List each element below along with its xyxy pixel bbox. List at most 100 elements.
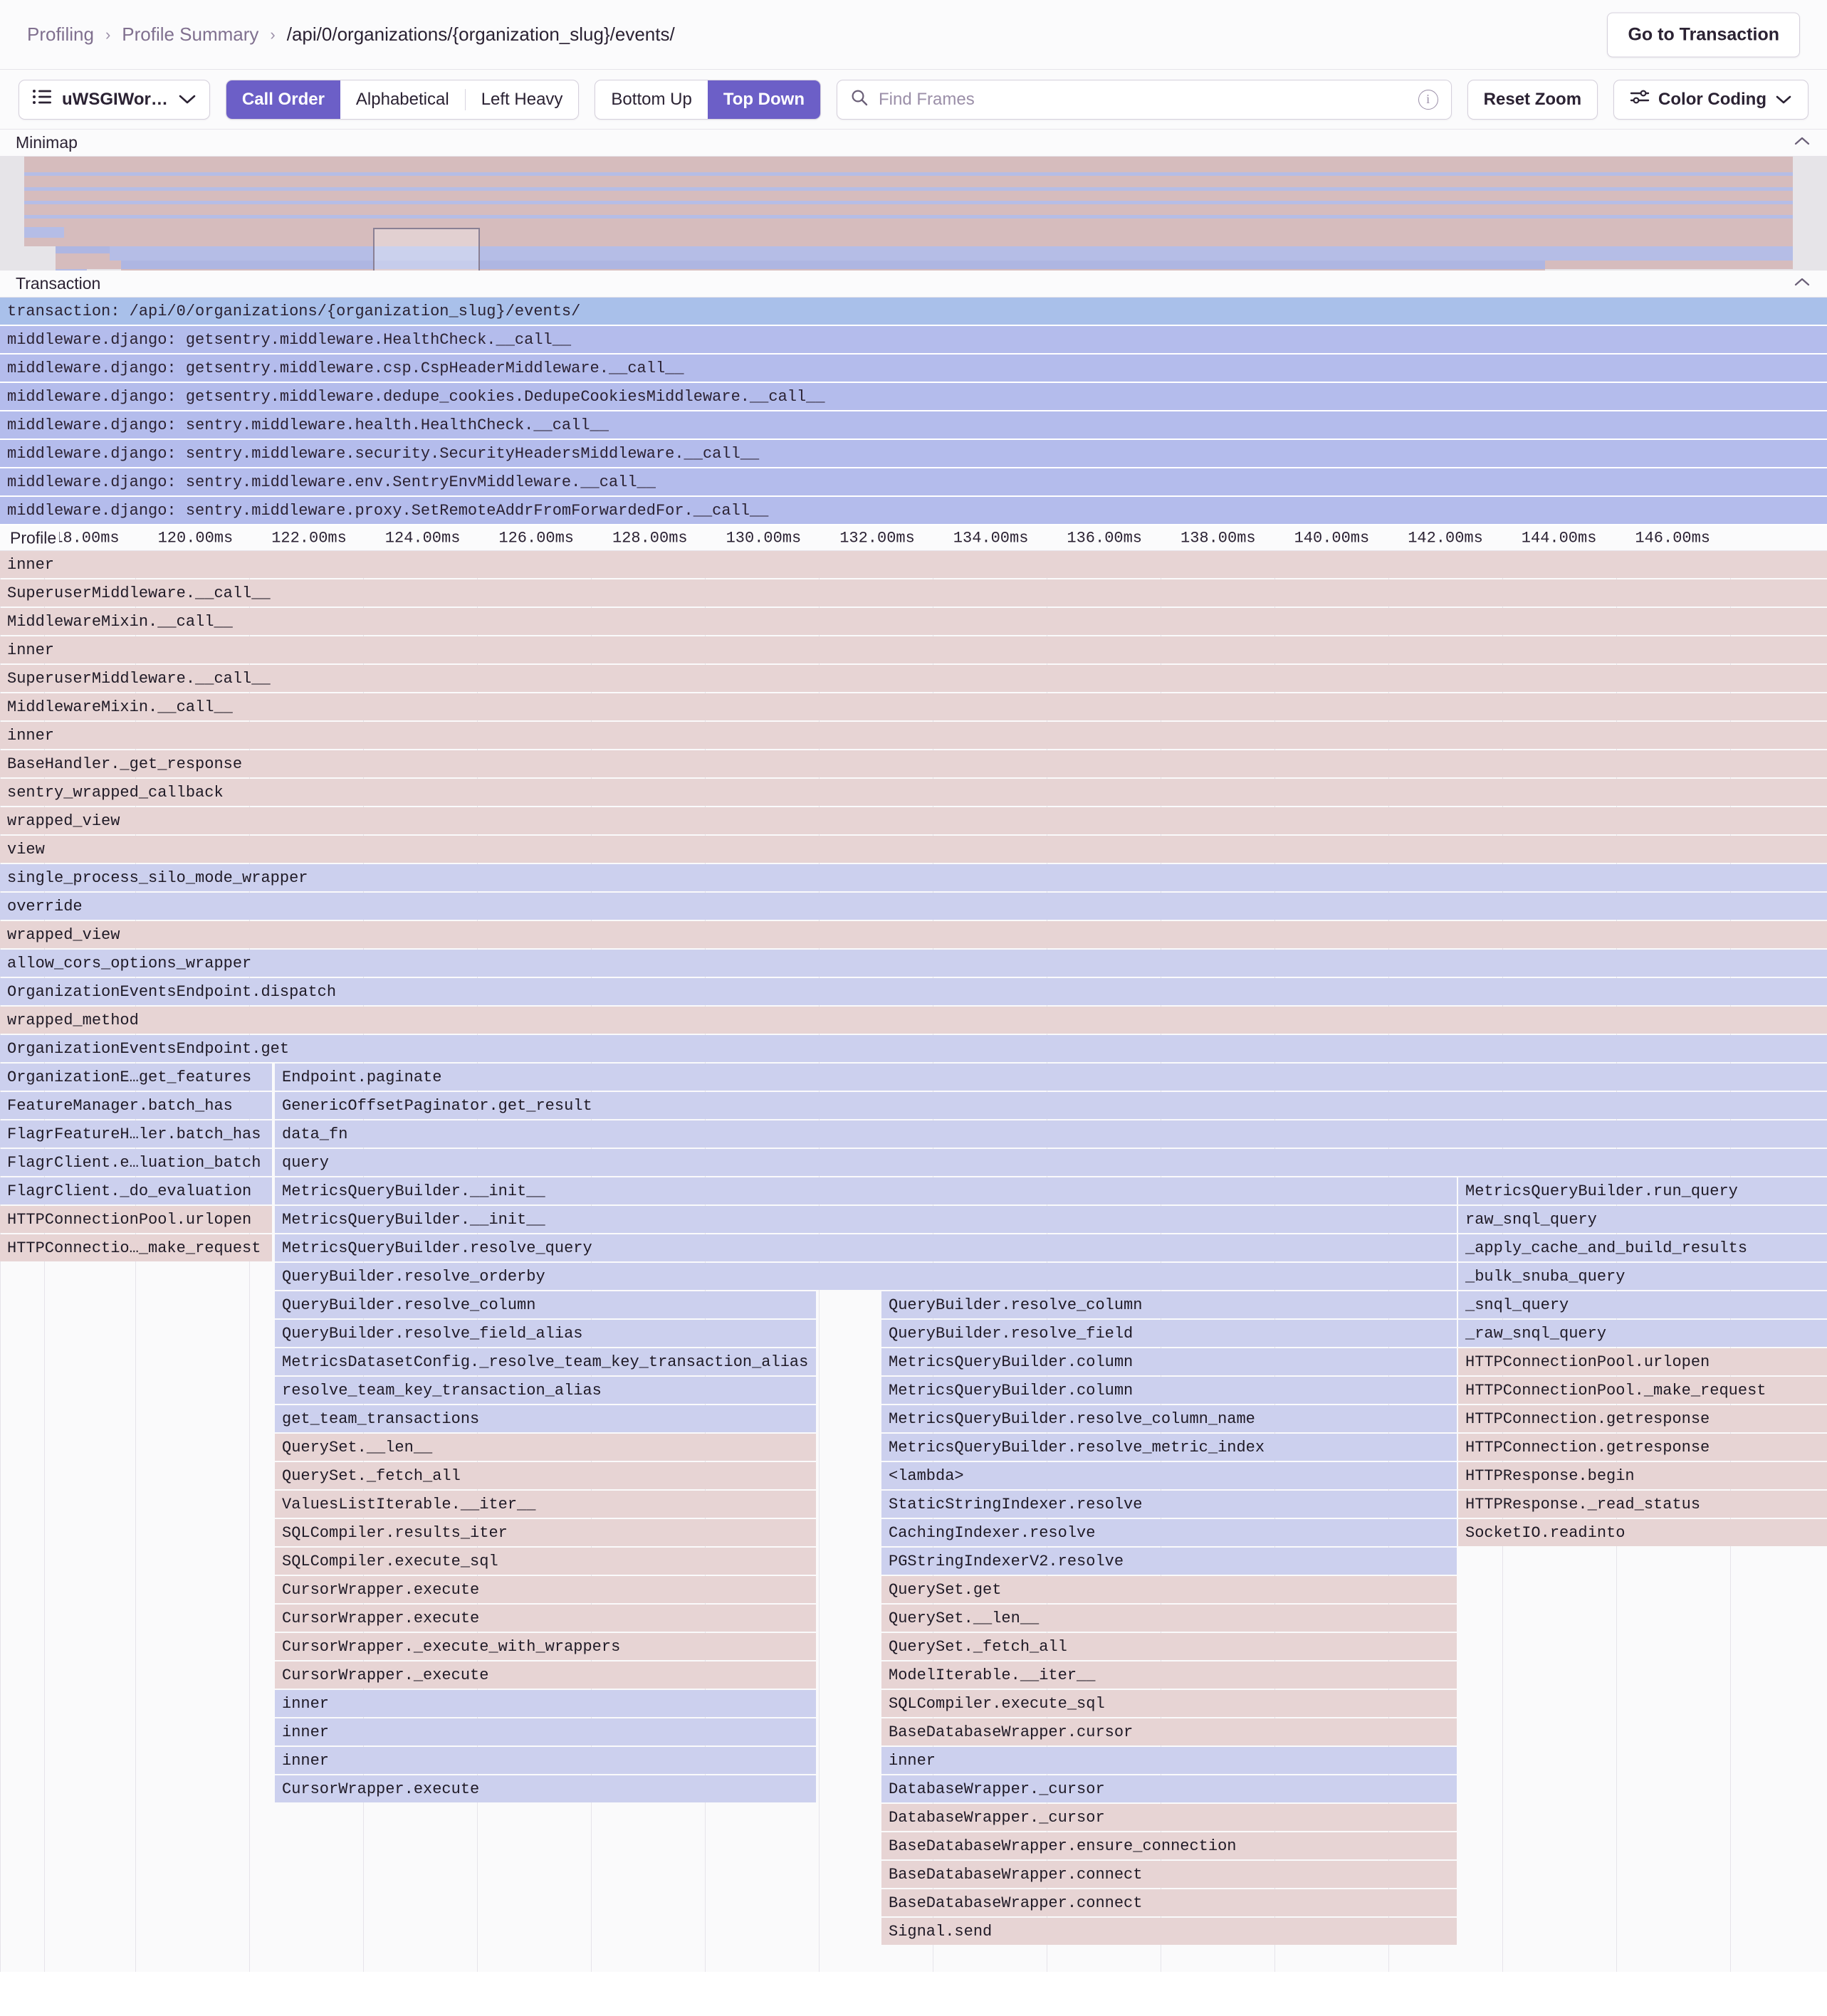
- transaction-span-row[interactable]: middleware.django: sentry.middleware.sec…: [0, 440, 1827, 468]
- flamegraph-frame[interactable]: MiddlewareMixin.__call__: [0, 693, 1827, 720]
- flamegraph-frame[interactable]: QueryBuilder.resolve_field: [881, 1320, 1457, 1347]
- flamegraph-frame[interactable]: SQLCompiler.execute_sql: [881, 1690, 1457, 1717]
- flamegraph-frame[interactable]: MetricsQueryBuilder.column: [881, 1348, 1457, 1375]
- flamegraph-frame[interactable]: PGStringIndexerV2.resolve: [881, 1548, 1457, 1575]
- flamegraph-frame[interactable]: CachingIndexer.resolve: [881, 1519, 1457, 1546]
- flamegraph-frame[interactable]: data_fn: [275, 1120, 1827, 1148]
- transaction-span-row[interactable]: middleware.django: sentry.middleware.env…: [0, 468, 1827, 497]
- sort-call-order-button[interactable]: Call Order: [226, 80, 340, 119]
- flamegraph-frame[interactable]: SQLCompiler.results_iter: [275, 1519, 816, 1546]
- flamegraph-frame[interactable]: _snql_query: [1458, 1291, 1827, 1318]
- flamegraph-frame[interactable]: resolve_team_key_transaction_alias: [275, 1377, 816, 1404]
- flamegraph-frame[interactable]: wrapped_method: [0, 1007, 1827, 1034]
- flamegraph-frame[interactable]: <lambda>: [881, 1462, 1457, 1489]
- flamegraph-frame[interactable]: QueryBuilder.resolve_column: [275, 1291, 816, 1318]
- flamegraph-frame[interactable]: QueryBuilder.resolve_orderby: [275, 1263, 1457, 1290]
- flamegraph-frame[interactable]: MetricsDatasetConfig._resolve_team_key_t…: [275, 1348, 816, 1375]
- transaction-span-row[interactable]: transaction: /api/0/organizations/{organ…: [0, 298, 1827, 326]
- flamegraph-frame[interactable]: HTTPResponse.begin: [1458, 1462, 1827, 1489]
- thread-selector-trigger[interactable]: uWSGIWor…: [19, 80, 209, 119]
- flamegraph-frame[interactable]: inner: [275, 1747, 816, 1774]
- chevron-up-icon[interactable]: [1793, 135, 1811, 151]
- flamegraph-frame[interactable]: override: [0, 893, 1827, 920]
- transaction-span-row[interactable]: middleware.django: getsentry.middleware.…: [0, 355, 1827, 383]
- flamegraph-frame[interactable]: MetricsQueryBuilder.resolve_query: [275, 1234, 1457, 1261]
- flamegraph-frame[interactable]: ValuesListIterable.__iter__: [275, 1491, 816, 1518]
- flamegraph-frame[interactable]: CursorWrapper._execute: [275, 1661, 816, 1689]
- flamegraph-frame[interactable]: MetricsQueryBuilder.__init__: [275, 1206, 1457, 1233]
- flamegraph-frame[interactable]: inner: [275, 1718, 816, 1745]
- flamegraph-frame[interactable]: HTTPResponse._read_status: [1458, 1491, 1827, 1518]
- flamegraph-frame[interactable]: _apply_cache_and_build_results: [1458, 1234, 1827, 1261]
- sort-alphabetical-button[interactable]: Alphabetical: [340, 80, 465, 119]
- flamegraph-frame[interactable]: CursorWrapper.execute: [275, 1775, 816, 1802]
- flamegraph-frame[interactable]: get_team_transactions: [275, 1405, 816, 1432]
- flamegraph-frame[interactable]: inner: [0, 551, 1827, 578]
- flamegraph-frame[interactable]: QuerySet._fetch_all: [881, 1633, 1457, 1660]
- flamegraph-frame[interactable]: inner: [881, 1747, 1457, 1774]
- flamegraph-frame[interactable]: QuerySet._fetch_all: [275, 1462, 816, 1489]
- flamegraph-frame[interactable]: QuerySet.get: [881, 1576, 1457, 1603]
- flamegraph-frame[interactable]: MetricsQueryBuilder.__init__: [275, 1177, 1457, 1204]
- transaction-span-row[interactable]: middleware.django: getsentry.middleware.…: [0, 326, 1827, 355]
- view-top-down-button[interactable]: Top Down: [707, 80, 820, 119]
- sort-left-heavy-button[interactable]: Left Heavy: [466, 80, 579, 119]
- find-frames-field[interactable]: i: [837, 79, 1452, 120]
- flamegraph-frame[interactable]: inner: [275, 1690, 816, 1717]
- flamegraph-frame[interactable]: HTTPConnection.getresponse: [1458, 1434, 1827, 1461]
- flamegraph-frame[interactable]: BaseHandler._get_response: [0, 750, 1827, 777]
- flamegraph-frame[interactable]: FlagrFeatureH…ler.batch_has: [0, 1120, 272, 1148]
- flamegraph-frame[interactable]: QueryBuilder.resolve_column: [881, 1291, 1457, 1318]
- flamegraph-frame[interactable]: QueryBuilder.resolve_field_alias: [275, 1320, 816, 1347]
- thread-selector[interactable]: uWSGIWor…: [19, 79, 210, 120]
- flamegraph-frame[interactable]: HTTPConnectionPool.urlopen: [1458, 1348, 1827, 1375]
- flamegraph-frame[interactable]: FeatureManager.batch_has: [0, 1092, 272, 1119]
- flamegraph-frame[interactable]: raw_snql_query: [1458, 1206, 1827, 1233]
- flamegraph-frame[interactable]: CursorWrapper._execute_with_wrappers: [275, 1633, 816, 1660]
- transaction-span-row[interactable]: middleware.django: sentry.middleware.hea…: [0, 411, 1827, 440]
- flamegraph-frame[interactable]: FlagrClient._do_evaluation: [0, 1177, 272, 1204]
- flamegraph-frame[interactable]: CursorWrapper.execute: [275, 1605, 816, 1632]
- flamegraph-frame[interactable]: GenericOffsetPaginator.get_result: [275, 1092, 1827, 1119]
- minimap-header[interactable]: Minimap: [0, 130, 1827, 157]
- flamegraph-frame[interactable]: query: [275, 1149, 1827, 1176]
- color-coding-button[interactable]: Color Coding: [1613, 79, 1808, 120]
- flamegraph-frame[interactable]: SocketIO.readinto: [1458, 1519, 1827, 1546]
- flamegraph-frame[interactable]: SuperuserMiddleware.__call__: [0, 579, 1827, 607]
- flamegraph-frame[interactable]: BaseDatabaseWrapper.connect: [881, 1889, 1457, 1916]
- flamegraph-frame[interactable]: DatabaseWrapper._cursor: [881, 1804, 1457, 1831]
- flamegraph-frame[interactable]: BaseDatabaseWrapper.connect: [881, 1861, 1457, 1888]
- flamegraph-frame[interactable]: OrganizationEventsEndpoint.get: [0, 1035, 1827, 1062]
- flamegraph-frame[interactable]: MiddlewareMixin.__call__: [0, 608, 1827, 635]
- reset-zoom-button[interactable]: Reset Zoom: [1467, 79, 1598, 120]
- chevron-up-icon[interactable]: [1793, 275, 1811, 292]
- flamegraph-frame[interactable]: view: [0, 836, 1827, 863]
- flamegraph-frame[interactable]: StaticStringIndexer.resolve: [881, 1491, 1457, 1518]
- view-bottom-up-button[interactable]: Bottom Up: [595, 80, 707, 119]
- breadcrumb-item-profiling[interactable]: Profiling: [27, 23, 94, 45]
- go-to-transaction-button[interactable]: Go to Transaction: [1607, 12, 1800, 57]
- flamegraph-frame[interactable]: FlagrClient.e…luation_batch: [0, 1149, 272, 1176]
- flamegraph-frame[interactable]: _bulk_snuba_query: [1458, 1263, 1827, 1290]
- flamegraph-frame[interactable]: MetricsQueryBuilder.run_query: [1458, 1177, 1827, 1204]
- flamegraph-frame[interactable]: BaseDatabaseWrapper.ensure_connection: [881, 1832, 1457, 1859]
- flamegraph-frame[interactable]: MetricsQueryBuilder.column: [881, 1377, 1457, 1404]
- flamegraph-frame[interactable]: MetricsQueryBuilder.resolve_metric_index: [881, 1434, 1457, 1461]
- flamegraph-frame[interactable]: CursorWrapper.execute: [275, 1576, 816, 1603]
- minimap[interactable]: [0, 157, 1827, 271]
- transaction-span-row[interactable]: middleware.django: sentry.middleware.pro…: [0, 497, 1827, 525]
- flamegraph-frame[interactable]: Signal.send: [881, 1918, 1457, 1945]
- flamegraph-frame[interactable]: MetricsQueryBuilder.resolve_column_name: [881, 1405, 1457, 1432]
- flamegraph-frame[interactable]: DatabaseWrapper._cursor: [881, 1775, 1457, 1802]
- flamegraph-frame[interactable]: HTTPConnection.getresponse: [1458, 1405, 1827, 1432]
- flamegraph-frame[interactable]: _raw_snql_query: [1458, 1320, 1827, 1347]
- info-icon[interactable]: i: [1418, 89, 1438, 110]
- flamegraph-frame[interactable]: ModelIterable.__iter__: [881, 1661, 1457, 1689]
- search-input[interactable]: [879, 89, 1408, 110]
- transaction-header[interactable]: Transaction: [0, 271, 1827, 298]
- flamegraph-frame[interactable]: HTTPConnectionPool._make_request: [1458, 1377, 1827, 1404]
- flamegraph-frame[interactable]: inner: [0, 722, 1827, 749]
- flamegraph-frame[interactable]: QuerySet.__len__: [275, 1434, 816, 1461]
- flamegraph-canvas[interactable]: inner SuperuserMiddleware.__call__ Middlew…: [0, 551, 1827, 1972]
- minimap-viewport-window[interactable]: [373, 228, 480, 271]
